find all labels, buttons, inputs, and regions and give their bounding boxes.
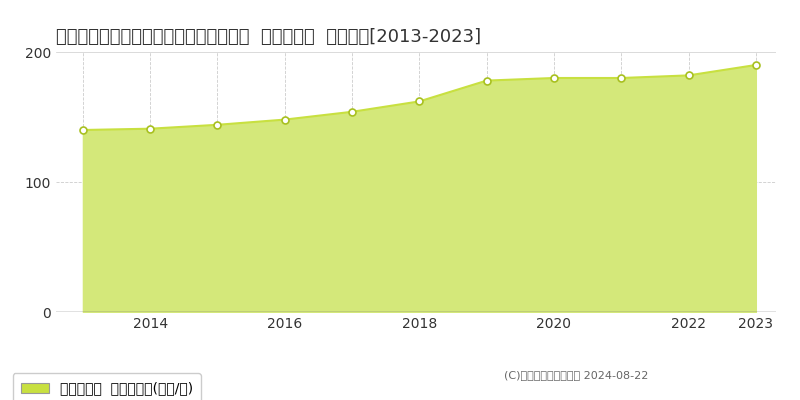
Text: (C)土地価格ドットコム 2024-08-22: (C)土地価格ドットコム 2024-08-22 bbox=[504, 370, 648, 380]
Legend: 基準地価格  平均坤単価(万円/坤): 基準地価格 平均坤単価(万円/坤) bbox=[13, 373, 202, 400]
Text: 東京都荒川区南千住一丁目５０番２９外  基準地価格  地価推移[2013-2023]: 東京都荒川区南千住一丁目５０番２９外 基準地価格 地価推移[2013-2023] bbox=[56, 28, 481, 46]
